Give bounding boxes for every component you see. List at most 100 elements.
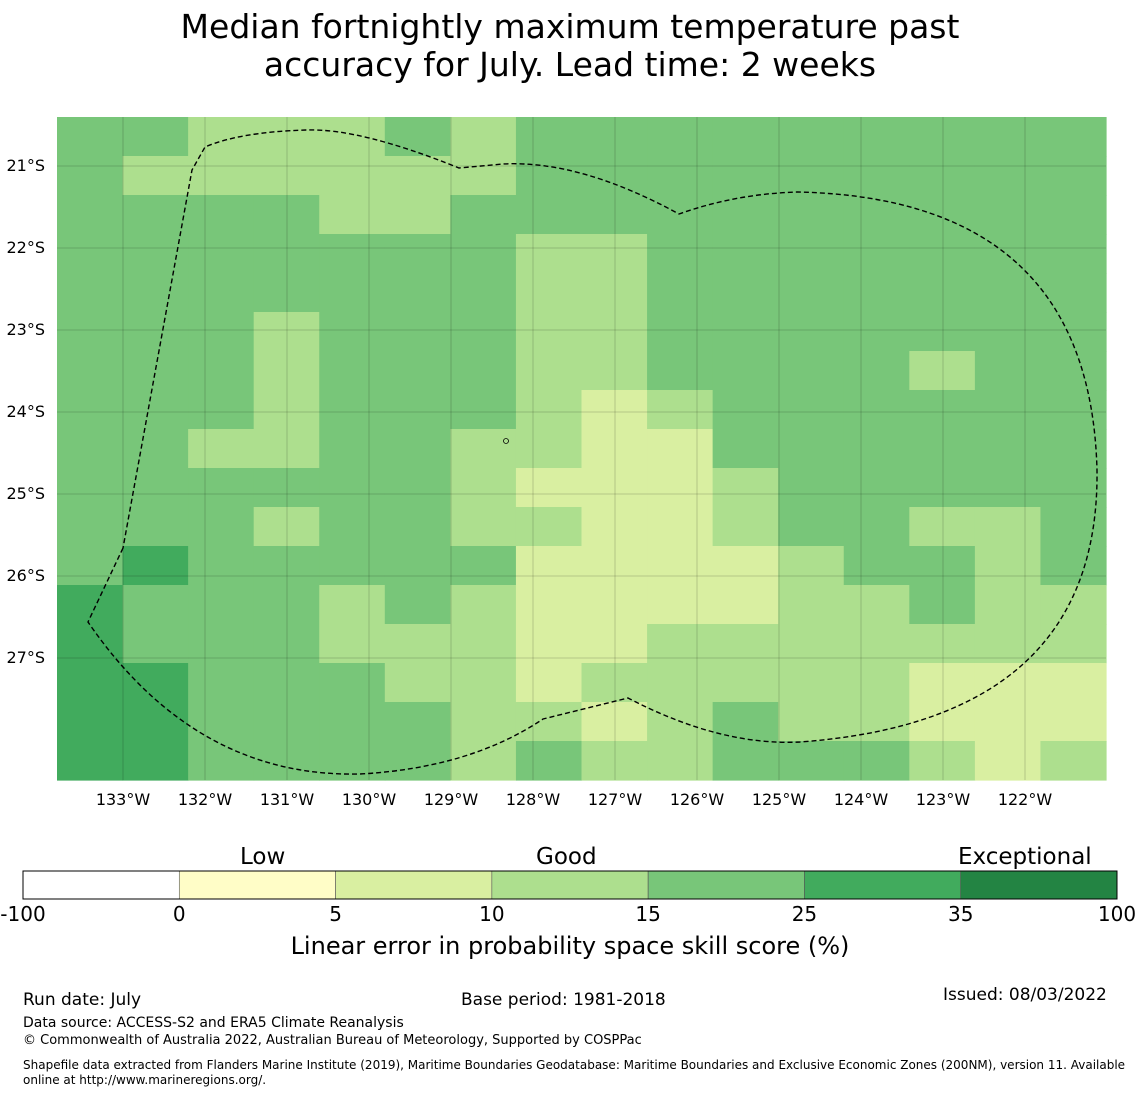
eez-boundary xyxy=(87,129,1098,775)
grid-cell xyxy=(122,429,189,469)
grid-cell xyxy=(581,273,648,313)
latitude-label: 26°S xyxy=(6,566,45,585)
grid-cell xyxy=(778,741,845,781)
latitude-labels: 21°S 22°S 23°S 24°S 25°S 26°S 27°S xyxy=(6,156,45,667)
grid-cell xyxy=(712,741,779,781)
grid-cell xyxy=(122,624,189,664)
grid-cell xyxy=(122,468,189,508)
skill-grid xyxy=(57,117,1107,781)
grid-cell xyxy=(122,741,189,781)
grid-cell xyxy=(384,117,451,157)
grid-cell xyxy=(253,702,320,742)
grid-cell xyxy=(450,741,517,781)
grid-cell xyxy=(253,195,320,235)
grid-cell xyxy=(647,624,714,664)
grid-cell xyxy=(974,312,1042,352)
grid-cell xyxy=(778,234,845,274)
grid-cell xyxy=(515,234,583,274)
grid-cell xyxy=(319,156,386,196)
grid-cell xyxy=(778,156,845,196)
grid-cell xyxy=(974,702,1042,742)
latitude-label: 24°S xyxy=(6,402,45,421)
grid-cell xyxy=(647,546,714,586)
grid-cell xyxy=(1040,195,1107,235)
grid-cell xyxy=(188,429,255,469)
grid-cell xyxy=(319,624,386,664)
grid-cell xyxy=(188,702,255,742)
grid-cell xyxy=(515,663,583,703)
grid-cell xyxy=(974,156,1042,196)
grid-cell xyxy=(515,351,583,391)
grid-cell xyxy=(450,468,517,508)
data-source: Data source: ACCESS-S2 and ERA5 Climate … xyxy=(23,1015,404,1031)
grid-cell xyxy=(319,585,386,625)
grid-cell xyxy=(253,273,320,313)
grid-cell xyxy=(450,351,517,391)
grid-cell xyxy=(253,117,320,157)
grid-cell xyxy=(712,312,779,352)
grid-cell xyxy=(778,507,845,547)
grid-cell xyxy=(909,546,976,586)
grid-cell xyxy=(581,663,648,703)
title-line-1: Median fortnightly maximum temperature p… xyxy=(180,7,960,46)
grid-cell xyxy=(188,390,255,430)
grid-cell xyxy=(515,702,583,742)
copyright: © Commonwealth of Australia 2022, Austra… xyxy=(23,1033,642,1048)
grid-cell xyxy=(909,468,976,508)
grid-cell xyxy=(909,390,976,430)
grid-cell xyxy=(319,117,386,157)
grid-cell xyxy=(253,234,320,274)
longitude-labels: 133°W 132°W 131°W 130°W 129°W 128°W 127°W 126°W… xyxy=(96,790,1053,809)
grid-cell xyxy=(909,585,976,625)
grid-cell xyxy=(974,507,1042,547)
grid-cell xyxy=(253,351,320,391)
grid-cell xyxy=(974,234,1042,274)
grid-cell xyxy=(909,156,976,196)
grid-cell xyxy=(57,702,124,742)
colorbar-exceptional-label: Exceptional xyxy=(958,844,1092,870)
colorbar xyxy=(22,870,1118,900)
colorbar-segment xyxy=(804,870,962,900)
grid-cell xyxy=(647,507,714,547)
shapefile-credit-1: Shapefile data extracted from Flanders M… xyxy=(23,1058,1126,1072)
grid-cell xyxy=(778,624,845,664)
grid-cell xyxy=(581,351,648,391)
grid-cell xyxy=(188,546,255,586)
grid-cell xyxy=(57,312,124,352)
grid-cell xyxy=(974,429,1042,469)
grid-cell xyxy=(319,312,386,352)
grid-cell xyxy=(319,702,386,742)
grid-cell xyxy=(515,585,583,625)
longitude-label: 127°W xyxy=(588,790,643,809)
grid-cell xyxy=(778,117,845,157)
grid-cell xyxy=(1040,273,1107,313)
grid-cell xyxy=(515,741,583,781)
grid-cell xyxy=(450,117,517,157)
grid-cell xyxy=(712,624,779,664)
grid-cell xyxy=(188,468,255,508)
grid-cell xyxy=(778,663,845,703)
grid-cell xyxy=(843,624,910,664)
grid-cell xyxy=(647,117,714,157)
grid-cell xyxy=(778,312,845,352)
grid-cell xyxy=(1040,117,1107,157)
grid-cell xyxy=(450,546,517,586)
grid-cell xyxy=(909,624,976,664)
colorbar-tick-label: 35 xyxy=(947,902,974,926)
grid-cell xyxy=(188,624,255,664)
grid-cell xyxy=(581,390,648,430)
grid-cell xyxy=(384,273,451,313)
colorbar-segment xyxy=(22,870,180,900)
grid-cell xyxy=(581,312,648,352)
grid-cell xyxy=(188,312,255,352)
colorbar-tick-label: 0 xyxy=(172,902,186,926)
colorbar-segment xyxy=(647,870,805,900)
grid-cell xyxy=(188,234,255,274)
grid-cell xyxy=(122,195,189,235)
grid-cell xyxy=(57,585,124,625)
grid-cell xyxy=(253,156,320,196)
skill-map: 21°S22°S23°S24°S25°S26°S27°S 133°W 132°W 1… xyxy=(6,117,1107,809)
grid-cell xyxy=(712,390,779,430)
grid-cell xyxy=(843,234,910,274)
grid-cell xyxy=(450,312,517,352)
